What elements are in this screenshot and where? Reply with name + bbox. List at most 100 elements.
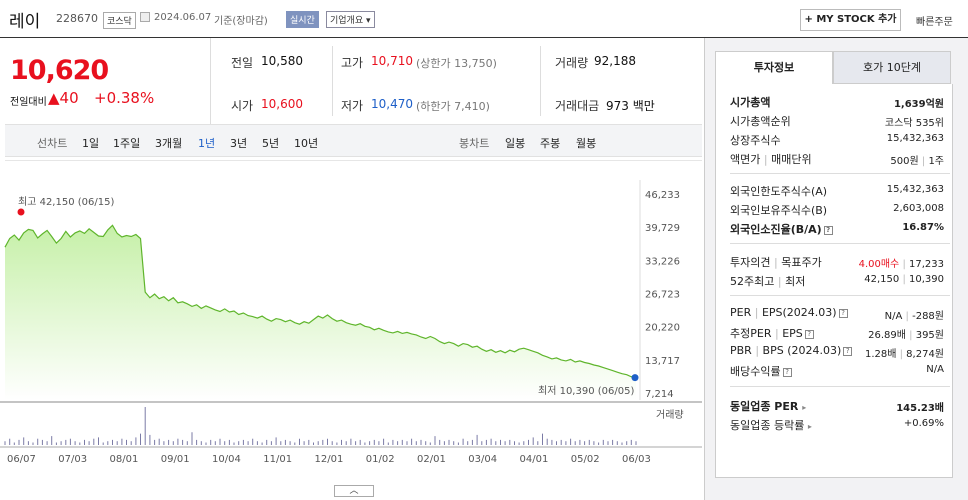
volume-legend: 거래량 bbox=[656, 409, 684, 421]
market-cap-rank-label: 시가총액순위 bbox=[730, 115, 791, 128]
help-icon[interactable]: ? bbox=[838, 308, 848, 318]
stock-code: 228670 bbox=[56, 12, 98, 25]
y-tick-label: 7,214 bbox=[645, 389, 674, 400]
current-price: 10,620 bbox=[10, 55, 109, 86]
stock-header: 레이 228670 코스닥 2024.06.07 기준(장마감) 실시간 기업개… bbox=[0, 0, 968, 38]
period-3m[interactable]: 3개월 bbox=[155, 137, 183, 150]
divider bbox=[730, 295, 950, 296]
volume-value: 92,188 bbox=[594, 54, 636, 68]
basis: 기준(장마감) bbox=[214, 16, 268, 27]
candle-chart-label: 봉차트 bbox=[459, 137, 490, 150]
calendar-icon bbox=[140, 12, 150, 22]
chevron-up-icon[interactable]: ︿ bbox=[334, 485, 374, 497]
period-1d[interactable]: 1일 bbox=[82, 137, 100, 150]
amount-label: 거래대금 bbox=[555, 99, 600, 113]
face-value-label: 액면가 | 매매단위 bbox=[730, 153, 812, 166]
low-marker bbox=[631, 374, 639, 382]
x-tick-label: 12/01 bbox=[315, 454, 344, 465]
y-tick-label: 39,729 bbox=[645, 223, 680, 234]
volume-label: 거래량 bbox=[555, 56, 589, 70]
pbr-label: PBR | BPS (2024.03)? bbox=[730, 344, 853, 357]
divider bbox=[540, 46, 541, 116]
help-icon[interactable]: ? bbox=[843, 346, 853, 356]
realtime-badge[interactable]: 실시간 bbox=[286, 11, 319, 28]
period-1y[interactable]: 1년 bbox=[198, 137, 216, 150]
lower-limit: (하한가 7,410) bbox=[416, 100, 490, 113]
high-marker bbox=[17, 208, 25, 216]
stock-name: 레이 bbox=[9, 12, 41, 32]
high-value: 10,710 bbox=[371, 54, 413, 68]
add-mystock-button[interactable]: + MY STOCK 추가 bbox=[800, 9, 901, 31]
x-tick-label: 05/02 bbox=[571, 454, 600, 465]
investment-info-panel: 투자정보 호가 10단계 시가총액 1,639억원 시가총액순위 코스닥 535… bbox=[704, 38, 968, 500]
divider bbox=[210, 38, 211, 124]
change-percent: +0.38% bbox=[94, 89, 155, 107]
candle-monthly[interactable]: 월봉 bbox=[576, 137, 597, 150]
tab-investment-info[interactable]: 투자정보 bbox=[715, 51, 833, 84]
change-value: ▲40 bbox=[48, 89, 79, 107]
listed-shares-label: 상장주식수 bbox=[730, 134, 781, 147]
est-per-label: 추정PER | EPS? bbox=[730, 325, 814, 341]
market-cap-rank-value: 코스닥 535위 bbox=[884, 118, 944, 129]
low-annotation: 최저 10,390 (06/05) bbox=[538, 385, 634, 397]
x-tick-label: 06/07 bbox=[7, 454, 36, 465]
change-label: 전일대비 bbox=[10, 97, 47, 108]
tab-order-book[interactable]: 호가 10단계 bbox=[833, 51, 951, 84]
period-bar: 선차트 1일 1주일 3개월 1년 3년 5년 10년 봉차트 일봉 주봉 월봉 bbox=[5, 124, 702, 157]
company-info-dropdown[interactable]: 기업개요 ▾ bbox=[326, 11, 375, 28]
divider bbox=[730, 173, 950, 174]
high-annotation: 최고 42,150 (06/15) bbox=[18, 196, 114, 208]
x-tick-label: 08/01 bbox=[110, 454, 139, 465]
y-tick-label: 26,723 bbox=[645, 290, 680, 301]
divider bbox=[332, 46, 333, 116]
prev-value: 10,580 bbox=[261, 54, 303, 68]
y-tick-label: 13,717 bbox=[645, 356, 680, 367]
foreign-limit-label: 외국인한도주식수(A) bbox=[730, 185, 828, 198]
period-3y[interactable]: 3년 bbox=[230, 137, 248, 150]
period-10y[interactable]: 10년 bbox=[294, 137, 319, 150]
quick-order-button[interactable]: 빠른주문 bbox=[916, 17, 953, 28]
per-value: N/A | -288원 bbox=[884, 311, 944, 322]
sector-per-label: 동일업종 PER ▸ bbox=[730, 400, 807, 413]
pbr-value: 1.28배 | 8,274원 bbox=[864, 349, 944, 360]
help-icon[interactable]: ? bbox=[782, 367, 792, 377]
candle-weekly[interactable]: 주봉 bbox=[540, 137, 561, 150]
low-value: 10,470 bbox=[371, 97, 413, 111]
y-tick-label: 20,220 bbox=[645, 323, 680, 334]
company-info-label: 기업개요 bbox=[330, 16, 364, 26]
y-tick-label: 33,226 bbox=[645, 256, 680, 267]
listed-shares-value: 15,432,363 bbox=[886, 133, 944, 144]
y-tick-label: 46,233 bbox=[645, 190, 680, 201]
price-chart[interactable]: 46,233 39,729 33,226 26,723 20,220 13,717 7,21… bbox=[0, 160, 702, 485]
x-tick-label: 01/02 bbox=[366, 454, 395, 465]
open-label: 시가 bbox=[231, 99, 254, 113]
52w-value: 42,150 | 10,390 bbox=[864, 274, 944, 285]
divider bbox=[730, 386, 950, 387]
price-line bbox=[4, 224, 637, 378]
line-chart-label: 선차트 bbox=[37, 137, 68, 150]
market-badge: 코스닥 bbox=[103, 12, 136, 29]
foreign-holding-label: 외국인보유주식수(B) bbox=[730, 204, 828, 217]
period-5y[interactable]: 5년 bbox=[262, 137, 280, 150]
amount-value: 973 백만 bbox=[606, 99, 655, 113]
candle-daily[interactable]: 일봉 bbox=[505, 137, 526, 150]
sector-per-value: 145.23배 bbox=[896, 403, 944, 414]
face-value-value: 500원 | 1주 bbox=[890, 156, 944, 167]
x-tick-label: 04/01 bbox=[520, 454, 549, 465]
per-label: PER | EPS(2024.03)? bbox=[730, 306, 848, 319]
help-icon[interactable]: ? bbox=[823, 225, 833, 235]
x-tick-label: 02/01 bbox=[417, 454, 446, 465]
open-value: 10,600 bbox=[261, 97, 303, 111]
foreign-holding-value: 2,603,008 bbox=[893, 203, 944, 214]
period-1w[interactable]: 1주일 bbox=[113, 137, 141, 150]
info-box: 시가총액 1,639억원 시가총액순위 코스닥 535위 상장주식수 15,43… bbox=[715, 84, 953, 478]
x-tick-label: 07/03 bbox=[58, 454, 87, 465]
market-cap-value: 1,639억원 bbox=[893, 99, 944, 110]
help-icon[interactable]: ? bbox=[804, 329, 814, 339]
foreign-ratio-label: 외국인소진율(B/A)? bbox=[730, 221, 833, 237]
52w-label: 52주최고 | 최저 bbox=[730, 275, 806, 288]
high-label: 고가 bbox=[341, 56, 364, 70]
upper-limit: (상한가 13,750) bbox=[416, 57, 497, 70]
sector-change-value: +0.69% bbox=[903, 418, 944, 429]
date: 2024.06.07 bbox=[154, 12, 212, 23]
